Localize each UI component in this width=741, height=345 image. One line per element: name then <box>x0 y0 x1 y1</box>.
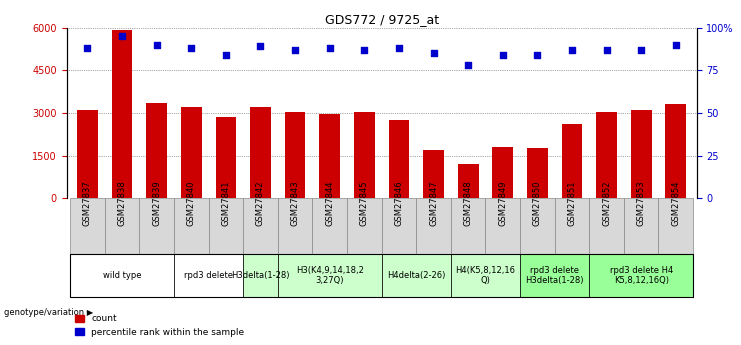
Point <box>428 50 439 56</box>
Bar <box>174 198 208 254</box>
Text: GSM27852: GSM27852 <box>602 181 611 226</box>
Bar <box>70 254 174 297</box>
Bar <box>416 198 451 254</box>
Bar <box>458 164 479 198</box>
Bar <box>347 198 382 254</box>
Text: GSM27843: GSM27843 <box>290 180 299 226</box>
Bar <box>319 114 340 198</box>
Bar <box>382 198 416 254</box>
Point <box>150 42 162 47</box>
Bar <box>285 111 305 198</box>
Bar <box>520 254 589 297</box>
Bar <box>589 198 624 254</box>
Bar <box>451 198 485 254</box>
Text: GSM27848: GSM27848 <box>464 180 473 226</box>
Bar <box>250 107 271 198</box>
Point <box>496 52 508 58</box>
Bar <box>624 198 659 254</box>
Bar <box>354 111 375 198</box>
Bar <box>597 111 617 198</box>
Text: genotype/variation ▶: genotype/variation ▶ <box>4 308 93 317</box>
Point <box>324 45 336 51</box>
Text: H3delta(1-28): H3delta(1-28) <box>231 271 290 280</box>
Bar <box>451 254 520 297</box>
Text: rpd3 delete H4
K5,8,12,16Q): rpd3 delete H4 K5,8,12,16Q) <box>610 266 673 285</box>
Point <box>462 62 474 68</box>
Text: rpd3 delete: rpd3 delete <box>184 271 233 280</box>
Text: GSM27849: GSM27849 <box>498 181 508 226</box>
Text: GSM27840: GSM27840 <box>187 181 196 226</box>
Point <box>220 52 232 58</box>
Text: H3(K4,9,14,18,2
3,27Q): H3(K4,9,14,18,2 3,27Q) <box>296 266 364 285</box>
Bar <box>112 30 133 198</box>
Point <box>601 47 613 52</box>
Bar <box>589 254 693 297</box>
Text: GSM27845: GSM27845 <box>360 181 369 226</box>
Bar <box>485 198 520 254</box>
Point <box>185 45 197 51</box>
Point <box>670 42 682 47</box>
Bar <box>243 254 278 297</box>
Bar <box>181 107 202 198</box>
Text: GSM27846: GSM27846 <box>394 180 403 226</box>
Bar <box>139 198 174 254</box>
Bar <box>313 198 347 254</box>
Bar <box>278 198 313 254</box>
Point <box>289 47 301 52</box>
Text: rpd3 delete
H3delta(1-28): rpd3 delete H3delta(1-28) <box>525 266 584 285</box>
Bar <box>492 147 513 198</box>
Text: GSM27842: GSM27842 <box>256 181 265 226</box>
Text: H4(K5,8,12,16
Q): H4(K5,8,12,16 Q) <box>456 266 516 285</box>
Text: GSM27850: GSM27850 <box>533 181 542 226</box>
Bar <box>555 198 589 254</box>
Bar <box>527 148 548 198</box>
Point <box>116 33 128 39</box>
Point <box>255 43 267 49</box>
Point <box>393 45 405 51</box>
Text: GSM27838: GSM27838 <box>118 180 127 226</box>
Text: GSM27844: GSM27844 <box>325 181 334 226</box>
Bar <box>562 124 582 198</box>
Legend: count, percentile rank within the sample: count, percentile rank within the sample <box>71 311 247 341</box>
Bar <box>388 120 409 198</box>
Bar <box>520 198 555 254</box>
Text: GSM27847: GSM27847 <box>429 180 438 226</box>
Title: GDS772 / 9725_at: GDS772 / 9725_at <box>325 13 439 27</box>
Bar <box>70 198 104 254</box>
Bar <box>659 198 693 254</box>
Bar <box>278 254 382 297</box>
Bar <box>104 198 139 254</box>
Point <box>82 45 93 51</box>
Text: GSM27854: GSM27854 <box>671 181 680 226</box>
Bar <box>174 254 243 297</box>
Text: GSM27839: GSM27839 <box>152 180 162 226</box>
Bar <box>216 117 236 198</box>
Point <box>566 47 578 52</box>
Bar <box>631 110 651 198</box>
Bar <box>243 198 278 254</box>
Text: H4delta(2-26): H4delta(2-26) <box>387 271 445 280</box>
Bar <box>77 110 98 198</box>
Bar <box>423 150 444 198</box>
Point <box>635 47 647 52</box>
Text: GSM27837: GSM27837 <box>83 180 92 226</box>
Text: GSM27841: GSM27841 <box>222 181 230 226</box>
Point <box>359 47 370 52</box>
Text: wild type: wild type <box>103 271 142 280</box>
Bar <box>146 103 167 198</box>
Point <box>531 52 543 58</box>
Text: GSM27851: GSM27851 <box>568 181 576 226</box>
Bar <box>208 198 243 254</box>
Text: GSM27853: GSM27853 <box>637 180 645 226</box>
Bar <box>665 105 686 198</box>
Bar <box>382 254 451 297</box>
